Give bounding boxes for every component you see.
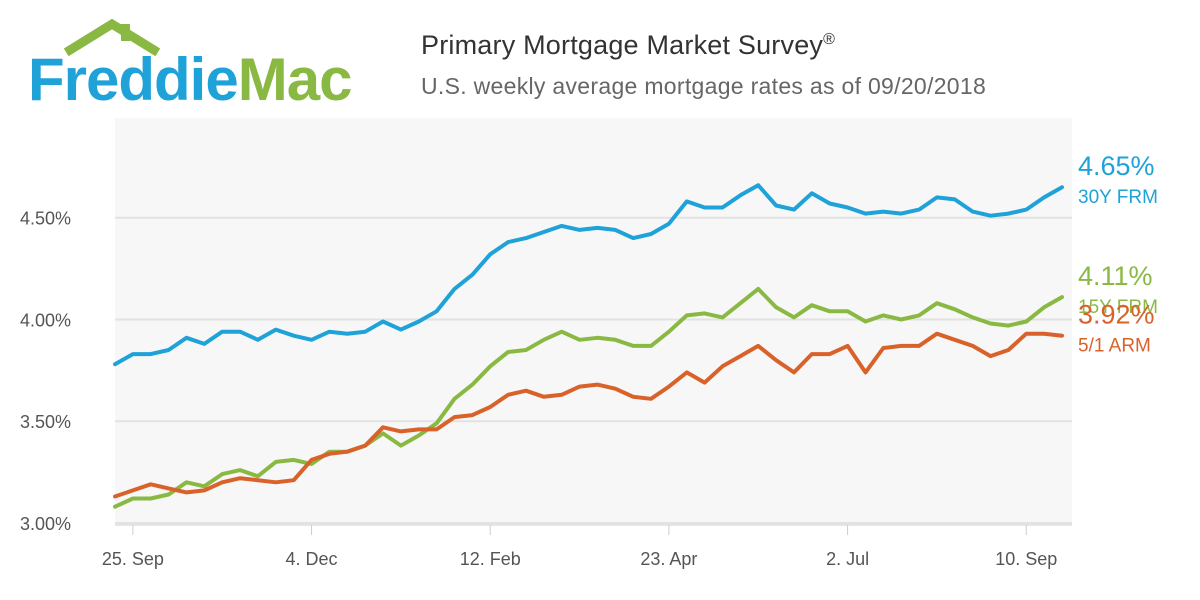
chart-titles: Primary Mortgage Market Survey® U.S. wee…: [421, 30, 986, 100]
y-tick-label-1: 3.50%: [20, 412, 71, 432]
x-axis-ticks: [132, 525, 1027, 535]
x-tick-label-3: 23. Apr: [640, 549, 697, 569]
end-value-30y-frm: 4.65%: [1078, 151, 1155, 181]
series-line-5-1-arm: [113, 331, 1064, 499]
x-tick-label-0: 25. Sep: [102, 549, 164, 569]
plot-area: [115, 118, 1072, 525]
end-value-15y-frm: 4.11%: [1078, 261, 1153, 291]
x-tick-label-2: 12. Feb: [460, 549, 521, 569]
chart-title: Primary Mortgage Market Survey®: [421, 30, 836, 60]
y-tick-label-3: 4.50%: [20, 209, 71, 229]
x-tick-label-4: 2. Jul: [826, 549, 869, 569]
freddie-mac-logo: FreddieMac: [28, 18, 352, 108]
series-lines: [113, 183, 1064, 509]
y-tick-label-2: 4.00%: [20, 310, 71, 330]
end-label-30y-frm: 30Y FRM: [1078, 187, 1158, 208]
x-axis-labels: 25. Sep 4. Dec 12. Feb 23. Apr 2. Jul 10. Sep: [102, 549, 1057, 569]
chart-subtitle: U.S. weekly average mortgage rates as of…: [421, 73, 987, 99]
end-value-5-1-arm: 3.92%: [1078, 300, 1155, 330]
house-roof-icon: [63, 18, 161, 57]
x-tick-label-1: 4. Dec: [286, 549, 338, 569]
svg-text:FreddieMac: FreddieMac: [28, 46, 351, 108]
x-tick-label-5: 10. Sep: [995, 549, 1057, 569]
series-line-30y-frm: [113, 183, 1064, 367]
y-tick-label-0: 3.00%: [20, 514, 71, 534]
end-label-15y-frm: 15Y FRM: [1078, 297, 1158, 318]
end-label-5-1-arm: 5/1 ARM: [1078, 336, 1151, 357]
series-line-15y-frm: [113, 286, 1064, 509]
y-axis-labels: 3.00% 3.50% 4.00% 4.50%: [20, 209, 71, 534]
grid-lines: [115, 216, 1072, 524]
